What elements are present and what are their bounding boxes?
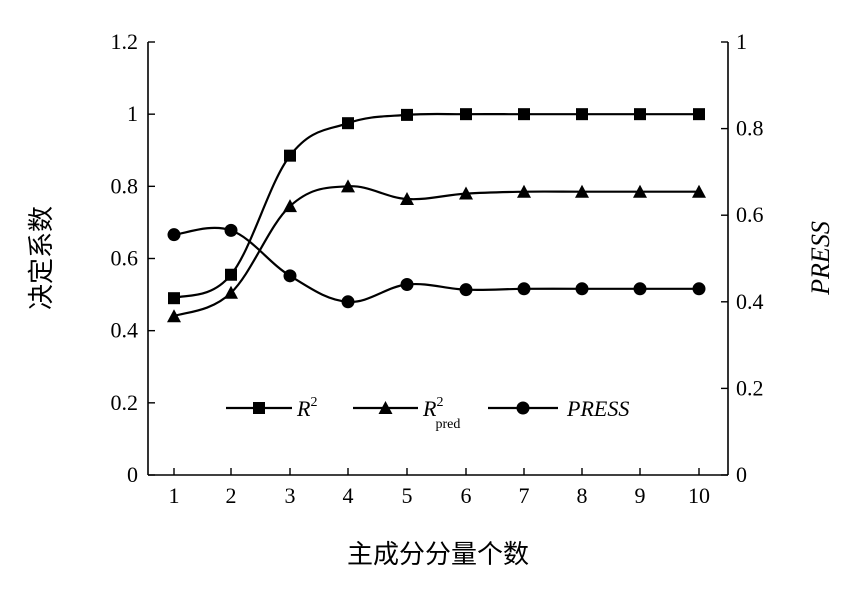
left-y-tick-label: 1.2 [111,29,139,54]
data-point-press [167,228,181,242]
x-tick-label: 7 [519,483,530,508]
series-press [167,223,706,309]
right-y-tick-label: 1 [736,29,747,54]
legend-label-r2pred: R2 pred [422,395,460,432]
x-tick-label: 3 [285,483,296,508]
data-point-r2 [634,108,646,121]
data-point-press [400,277,414,291]
x-tick-label: 4 [343,483,354,508]
series-line-press [173,226,699,303]
x-tick-label: 5 [402,483,413,508]
x-tick-label: 9 [635,483,646,508]
legend-label-press: PRESS [566,396,629,421]
data-point-r2pred [517,184,531,198]
data-point-r2pred [167,309,181,323]
series-line-r2 [173,112,699,300]
axes [147,42,729,476]
x-tick-label: 2 [226,483,237,508]
right-y-tick-label: 0.4 [736,289,764,314]
data-point-press [341,295,355,309]
data-point-press [692,282,706,296]
right-y-axis-title: PRESS [806,221,835,296]
data-point-r2pred [459,186,473,200]
data-point-r2 [460,108,472,121]
data-point-press [283,269,297,283]
legend-marker-press [516,401,530,415]
x-tick-label: 10 [688,483,710,508]
right-y-tick-label: 0 [736,462,747,487]
left-y-tick-label: 0 [127,462,138,487]
data-point-r2 [401,108,413,121]
left-y-axis-title: 决定系数 [27,206,56,310]
left-y-tick-label: 0.2 [111,390,139,415]
data-point-press [517,282,531,296]
series-group [167,108,706,323]
data-point-press [575,282,589,296]
data-point-press [459,283,473,297]
legend-item-press: PRESS [488,396,629,421]
series-r2 [168,108,705,305]
legend-item-r2pred: R2 pred [353,395,460,432]
x-tick-label: 6 [461,483,472,508]
data-point-press [633,282,647,296]
data-point-r2pred [224,285,238,299]
data-point-r2pred [692,184,706,198]
data-point-r2 [342,117,354,130]
series-line-r2pred [173,185,699,318]
right-y-tick-label: 0.8 [736,116,764,141]
right-y-tick-label: 0.2 [736,375,764,400]
data-point-r2pred [575,184,589,198]
data-point-r2pred [341,179,355,193]
x-ticks: 1 2 3 4 5 6 7 8 9 10 [169,468,710,508]
data-point-r2 [284,149,296,162]
left-y-tick-label: 0.4 [111,318,139,343]
left-y-tick-label: 0.8 [111,173,139,198]
left-y-tick-label: 0.6 [111,246,139,271]
data-point-r2 [225,268,237,281]
left-y-tick-label: 1 [127,101,138,126]
right-y-ticks: 0 0.2 0.4 0.6 0.8 1 [721,29,764,487]
legend-marker-r2 [253,402,265,414]
x-tick-label: 8 [577,483,588,508]
data-point-press [224,223,238,237]
legend-marker-r2pred [378,401,393,414]
data-point-r2pred [633,184,647,198]
right-y-tick-label: 0.6 [736,202,764,227]
data-point-r2 [518,108,530,121]
legend: R2 R2 pred PRESS [226,395,629,432]
data-point-r2pred [400,191,414,205]
data-point-r2pred [283,199,297,213]
data-point-r2 [576,108,588,121]
x-axis-title: 主成分分量个数 [347,540,529,569]
legend-item-r2: R2 [226,395,317,421]
data-point-r2 [693,108,705,121]
data-point-r2 [168,292,180,305]
legend-label-r2: R2 [296,395,317,421]
left-y-ticks: 0 0.2 0.4 0.6 0.8 1 1.2 [111,29,155,487]
x-tick-label: 1 [169,483,180,508]
series-r2pred [167,179,706,323]
